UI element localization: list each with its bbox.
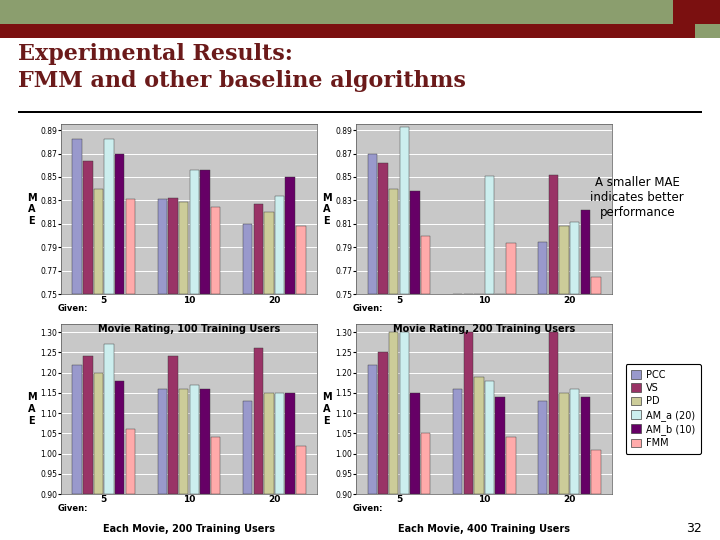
Bar	[581, 210, 590, 294]
Bar	[410, 191, 420, 294]
Bar	[83, 160, 92, 294]
Text: Given:: Given:	[58, 504, 88, 513]
Bar	[211, 207, 220, 294]
Bar	[368, 364, 377, 494]
Text: Given:: Given:	[58, 304, 88, 313]
Bar	[506, 437, 516, 494]
Bar	[275, 196, 284, 294]
Text: Given:: Given:	[353, 304, 383, 313]
Bar	[570, 389, 580, 494]
Bar	[73, 364, 82, 494]
Bar	[464, 294, 473, 456]
Bar	[559, 393, 569, 494]
Bar	[253, 204, 263, 294]
Text: Movie Rating, 200 Training Users: Movie Rating, 200 Training Users	[393, 324, 575, 334]
Bar	[495, 397, 505, 494]
Bar	[581, 397, 590, 494]
Y-axis label: M
A
E: M A E	[322, 193, 332, 226]
Bar	[549, 332, 558, 494]
Bar	[115, 381, 125, 494]
Bar	[389, 188, 398, 294]
Bar	[73, 139, 82, 294]
Bar	[158, 389, 167, 494]
Bar	[243, 224, 252, 294]
Bar	[378, 353, 387, 494]
Bar	[421, 235, 431, 294]
Bar	[243, 401, 252, 494]
Bar	[296, 226, 305, 294]
Bar	[94, 188, 103, 294]
Bar	[275, 393, 284, 494]
Y-axis label: M
A
E: M A E	[27, 193, 37, 226]
Bar	[474, 294, 484, 435]
Bar	[83, 356, 92, 494]
Bar	[378, 163, 387, 294]
Text: A smaller MAE
indicates better
performance: A smaller MAE indicates better performan…	[590, 176, 684, 219]
Text: Given:: Given:	[353, 504, 383, 513]
Bar	[570, 221, 580, 294]
Bar	[474, 377, 484, 494]
Bar	[464, 332, 473, 494]
Bar	[559, 226, 569, 294]
Text: Each Movie, 200 Training Users: Each Movie, 200 Training Users	[103, 524, 275, 534]
Bar	[538, 401, 547, 494]
Text: Each Movie, 400 Training Users: Each Movie, 400 Training Users	[398, 524, 570, 534]
Bar	[179, 389, 189, 494]
Bar	[286, 177, 295, 294]
Bar	[168, 356, 178, 494]
Bar	[126, 199, 135, 294]
Text: FMM and other baseline algorithms: FMM and other baseline algorithms	[18, 70, 466, 92]
Bar	[453, 294, 462, 435]
Bar	[538, 241, 547, 294]
Bar	[253, 348, 263, 494]
Bar	[368, 153, 377, 294]
Text: Experimental Results:: Experimental Results:	[18, 43, 293, 65]
Bar	[179, 201, 189, 294]
Bar	[211, 437, 220, 494]
Text: Movie Rating, 100 Training Users: Movie Rating, 100 Training Users	[98, 324, 280, 334]
Bar	[485, 381, 494, 494]
Bar	[158, 199, 167, 294]
Bar	[296, 446, 305, 494]
Bar	[485, 176, 494, 294]
Bar	[264, 393, 274, 494]
Y-axis label: M
A
E: M A E	[27, 393, 37, 426]
Bar	[591, 449, 600, 494]
Bar	[104, 139, 114, 294]
Legend: PCC, VS, PD, AM_a (20), AM_b (10), FMM: PCC, VS, PD, AM_a (20), AM_b (10), FMM	[626, 364, 701, 454]
Y-axis label: M
A
E: M A E	[322, 393, 332, 426]
Bar	[389, 332, 398, 494]
Bar	[549, 174, 558, 294]
Bar	[400, 332, 409, 494]
Bar	[495, 294, 505, 428]
Bar	[200, 170, 210, 294]
Bar	[506, 242, 516, 294]
Bar	[400, 126, 409, 294]
Bar	[168, 198, 178, 294]
Bar	[104, 345, 114, 494]
Bar	[453, 389, 462, 494]
Bar	[591, 276, 600, 294]
Bar	[115, 153, 125, 294]
Bar	[200, 389, 210, 494]
Bar	[126, 429, 135, 494]
Text: 32: 32	[686, 522, 702, 535]
Bar	[189, 385, 199, 494]
Bar	[94, 373, 103, 494]
Bar	[264, 212, 274, 294]
Bar	[189, 170, 199, 294]
Bar	[286, 393, 295, 494]
Bar	[410, 393, 420, 494]
Bar	[421, 433, 431, 494]
